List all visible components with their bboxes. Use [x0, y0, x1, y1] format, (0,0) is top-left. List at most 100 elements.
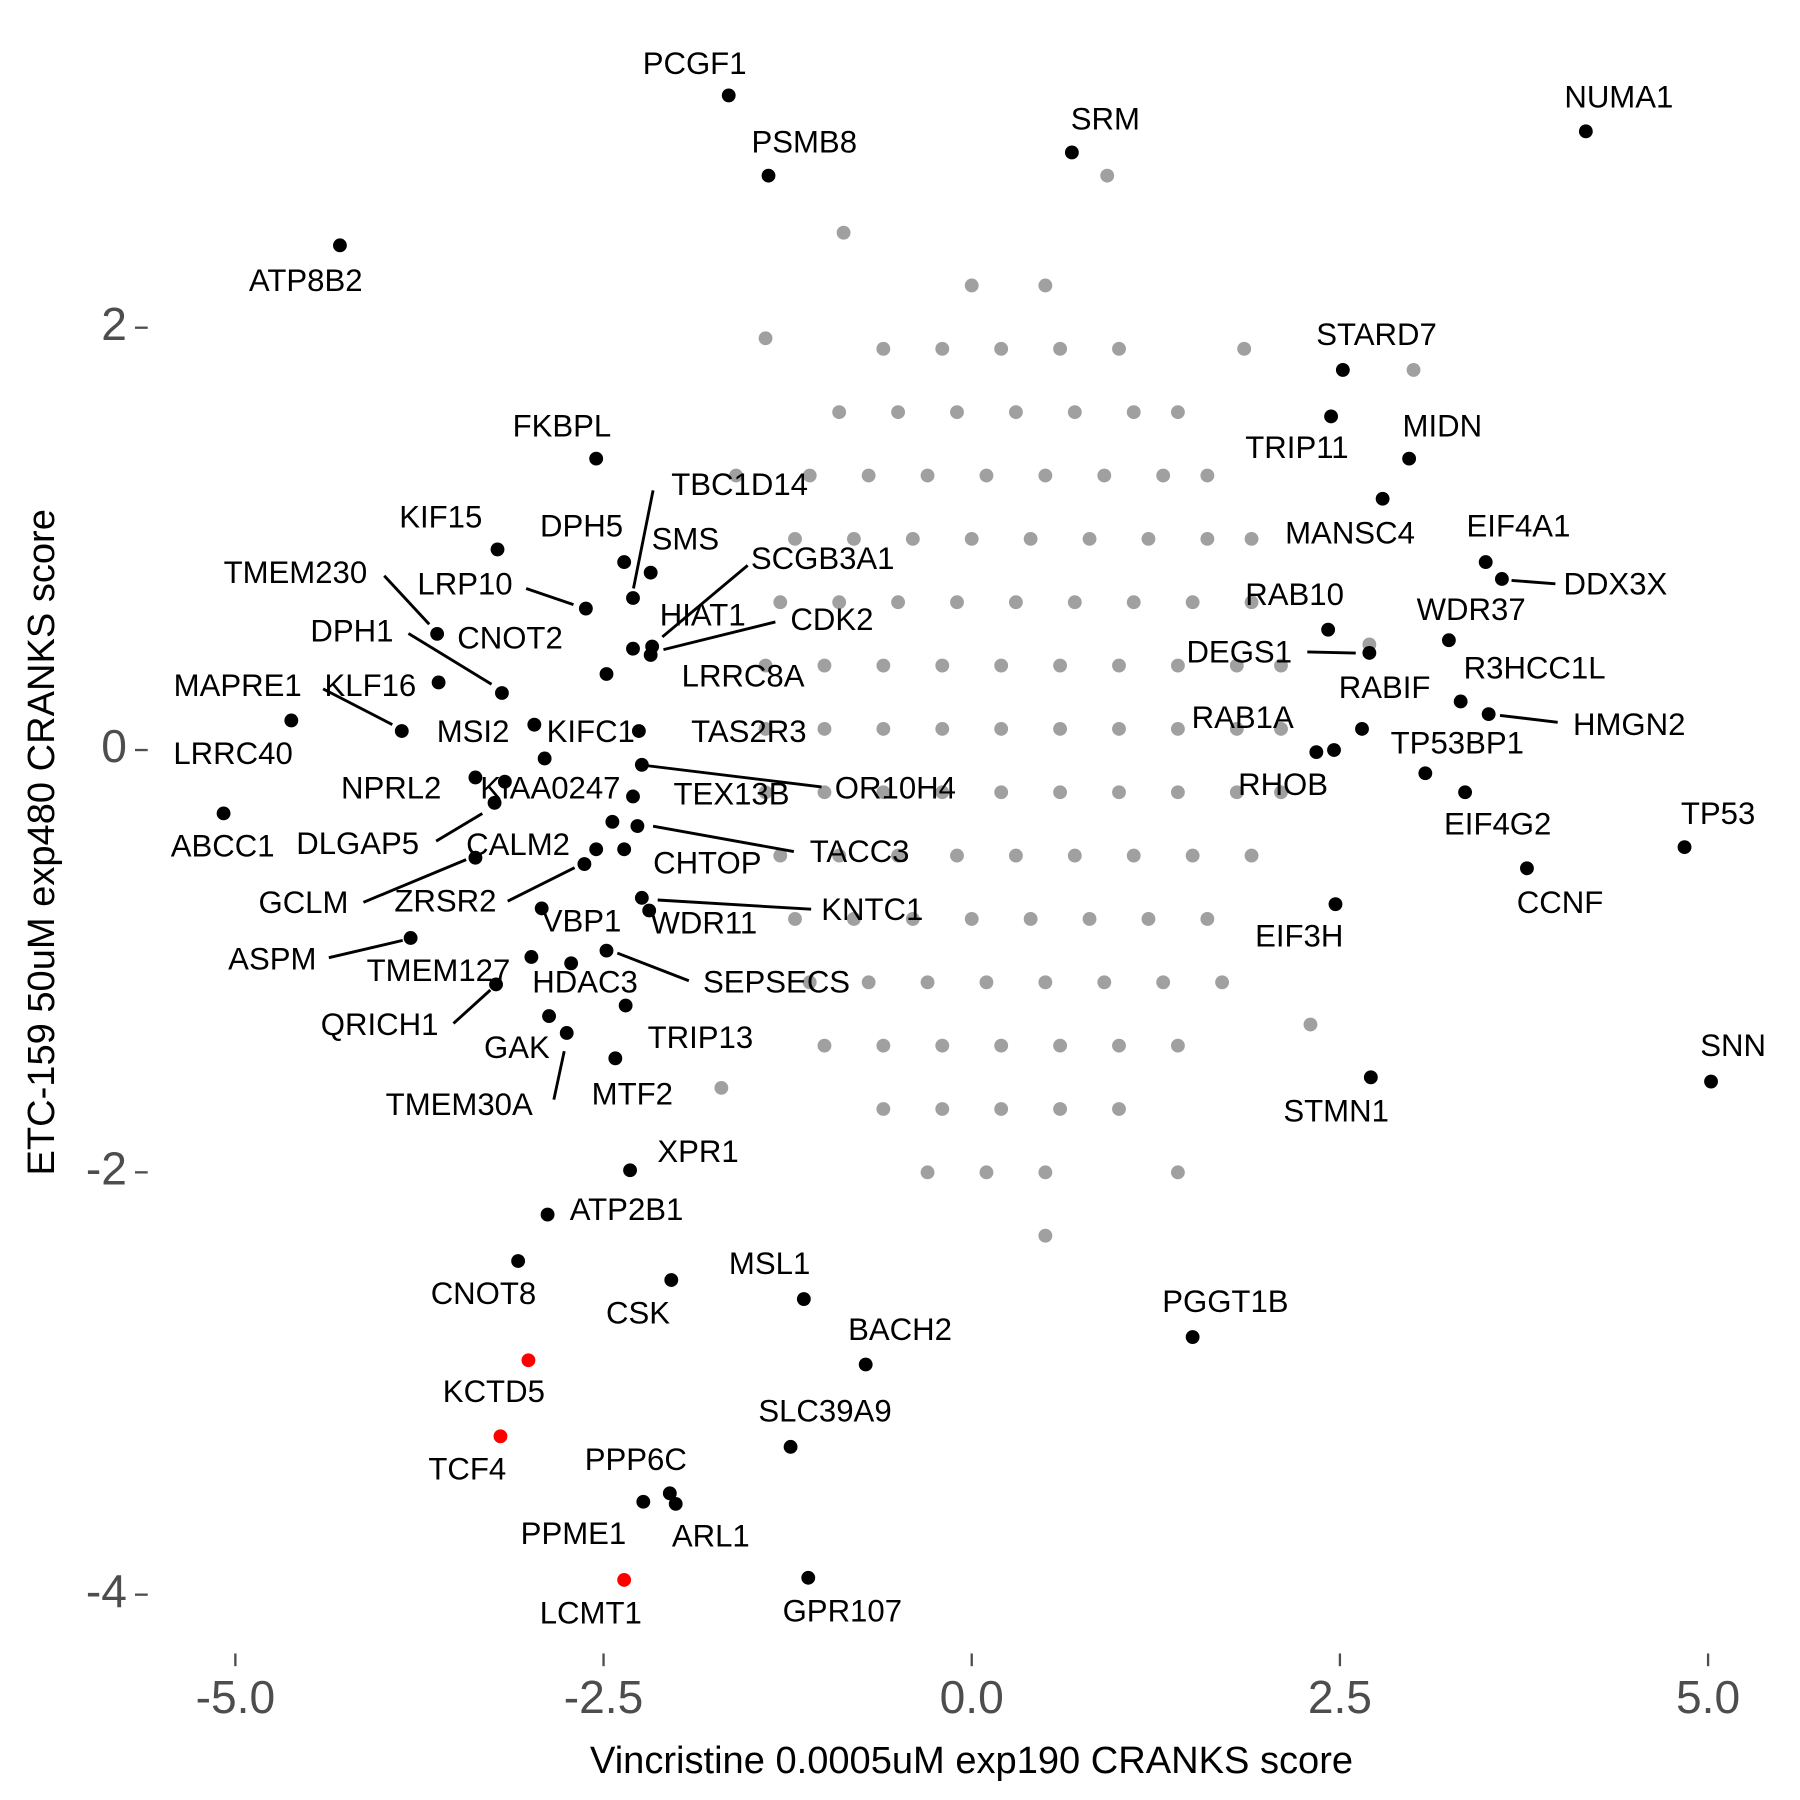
background-point [1100, 168, 1115, 183]
point-label: TP53BP1 [1391, 726, 1524, 761]
background-point [1008, 405, 1023, 420]
highlighted-point [643, 565, 658, 580]
background-point [1185, 848, 1200, 863]
background-point [1053, 721, 1068, 736]
highlighted-point [664, 1273, 679, 1287]
highlighted-point [1363, 1070, 1378, 1085]
point-label: HDAC3 [532, 964, 638, 999]
point-label: FKBPL [513, 408, 612, 443]
highlighted-point [1309, 745, 1324, 760]
background-point [1303, 1017, 1318, 1032]
point-label: SLC39A9 [758, 1394, 891, 1429]
leader-line [663, 620, 776, 652]
highlighted-point [642, 903, 657, 918]
highlighted-point [527, 717, 542, 732]
point-label: SMS [652, 521, 719, 556]
background-point [861, 975, 876, 990]
background-point [891, 848, 906, 863]
point-label: MTF2 [592, 1076, 673, 1111]
background-point [905, 531, 920, 546]
point-label: GPR107 [783, 1593, 902, 1628]
highlighted-point [1494, 572, 1509, 586]
point-label: KNTC1 [821, 892, 923, 927]
point-label: ARL1 [672, 1518, 750, 1553]
leader-line [661, 564, 749, 639]
highlighted-point [1578, 124, 1593, 139]
leader-line [657, 898, 812, 911]
highlighted-point [490, 542, 505, 557]
point-label: KIFC1 [547, 714, 635, 749]
background-point [1185, 595, 1200, 610]
background-point [1082, 531, 1097, 546]
leader-line [641, 763, 822, 789]
point-label: DLGAP5 [296, 826, 419, 861]
background-point [994, 1038, 1009, 1053]
highlighted-point [559, 1026, 574, 1040]
point-label: EIF3H [1255, 918, 1343, 953]
background-point [1244, 531, 1259, 546]
highlighted-point [1327, 743, 1341, 757]
background-point [788, 912, 802, 926]
highlighted-point [617, 1572, 632, 1587]
highlighted-point [1704, 1074, 1718, 1089]
point-label: ASPM [228, 941, 316, 976]
background-point [1112, 1102, 1126, 1116]
background-point [1406, 363, 1421, 377]
highlighted-point [511, 1254, 526, 1268]
point-label: TEX13B [674, 776, 790, 811]
point-label: HMGN2 [1573, 707, 1685, 742]
background-point [1170, 658, 1185, 673]
background-point [817, 721, 832, 736]
leader-line [552, 1050, 566, 1100]
highlighted-point [630, 819, 645, 833]
background-point [876, 1038, 891, 1053]
highlighted-point [542, 1009, 556, 1024]
leader-line [362, 858, 467, 904]
background-point [891, 595, 906, 610]
leader-line [1499, 713, 1558, 724]
background-point [1053, 1038, 1068, 1053]
point-label: DPH5 [540, 509, 623, 544]
point-label: TRIP11 [1245, 430, 1348, 465]
highlighted-point [1375, 491, 1390, 506]
point-label: RAB10 [1245, 577, 1344, 612]
highlighted-point [468, 850, 483, 865]
background-point [1170, 1165, 1185, 1180]
point-label: KIAA0247 [480, 771, 620, 806]
highlighted-point [524, 950, 539, 964]
point-label: DDX3X [1563, 566, 1667, 601]
highlighted-point [721, 88, 736, 103]
background-point [836, 225, 851, 240]
leader-line [616, 951, 690, 983]
background-point [950, 405, 964, 420]
highlighted-point [493, 1429, 508, 1444]
point-label: TBC1D14 [671, 467, 808, 502]
background-point [1067, 405, 1082, 420]
point-label: DEGS1 [1186, 634, 1292, 669]
background-point [1038, 1228, 1053, 1243]
background-point [905, 912, 920, 926]
background-point [1229, 785, 1244, 800]
background-point [802, 975, 817, 990]
highlighted-point [430, 626, 445, 641]
highlighted-point [1335, 363, 1350, 377]
point-label: LRRC40 [173, 736, 292, 771]
point-label: RAB1A [1192, 700, 1294, 735]
point-label: STMN1 [1283, 1094, 1389, 1129]
point-label: WDR37 [1417, 592, 1526, 627]
leader-line [383, 574, 431, 626]
leader-line [435, 812, 484, 843]
leader-line [322, 687, 393, 726]
background-point [891, 405, 906, 420]
point-label: CNOT2 [457, 621, 563, 656]
background-point [1274, 658, 1288, 673]
point-label: TAS2R3 [691, 714, 806, 749]
background-point [994, 785, 1009, 800]
background-point [846, 912, 861, 926]
leader-line [1307, 650, 1356, 655]
background-point [1156, 468, 1171, 483]
leader-line [1511, 578, 1556, 586]
point-label: LRRC8A [682, 659, 805, 694]
point-label: SNN [1700, 1028, 1766, 1063]
background-point [773, 595, 788, 610]
